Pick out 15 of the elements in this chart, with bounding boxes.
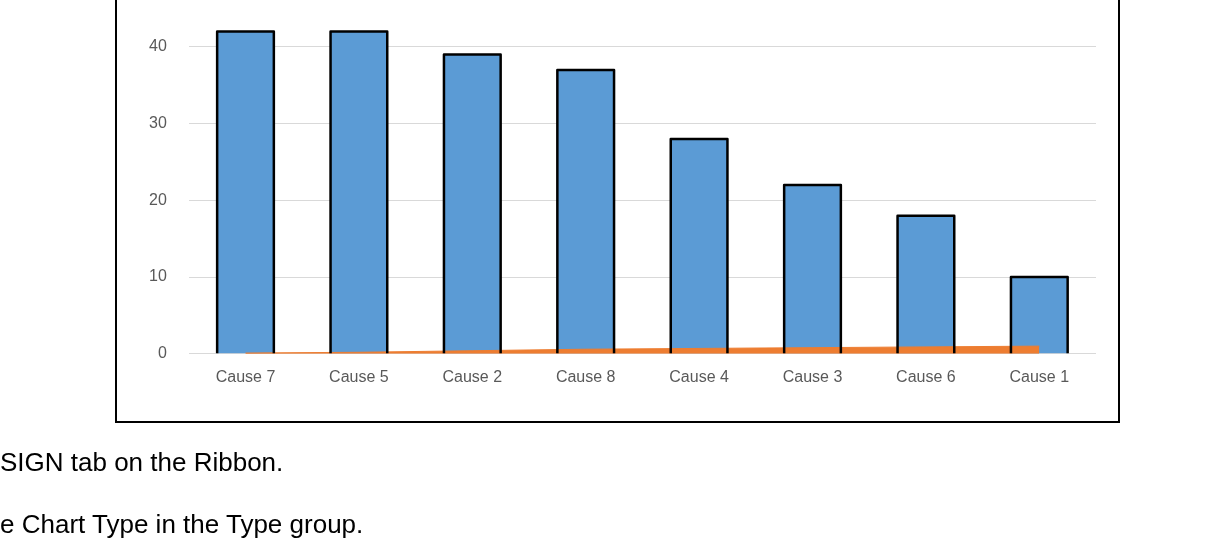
x-tick-label: Cause 6 — [896, 367, 956, 385]
x-tick-label: Cause 5 — [329, 367, 389, 385]
y-tick-label: 40 — [149, 37, 167, 55]
x-tick-label: Cause 2 — [442, 367, 503, 385]
x-tick-label: Cause 4 — [669, 367, 729, 385]
y-tick-label: 20 — [149, 190, 167, 208]
text: e Chart Type in the Type group. — [0, 509, 364, 540]
x-tick-label: Cause 8 — [555, 367, 616, 385]
x-tick-label: Cause 7 — [215, 367, 276, 385]
y-tick-label: 0 — [157, 344, 167, 362]
text: SIGN tab on the Ribbon. — [0, 447, 284, 478]
y-tick-label: 10 — [149, 267, 167, 285]
y-tick-label: 30 — [149, 114, 167, 132]
x-tick-label: Cause 3 — [782, 367, 843, 385]
x-tick-label: Cause 1 — [1009, 367, 1070, 385]
